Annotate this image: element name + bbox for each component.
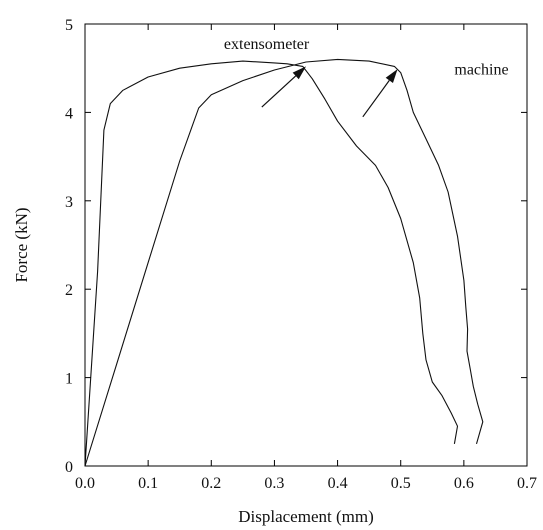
arrows-layer: [261, 66, 398, 118]
curves-layer: [84, 58, 484, 467]
x-tick-label: 0.3: [264, 475, 284, 492]
x-tick-label: 0.1: [138, 475, 158, 492]
y-axis-title: Force (kN): [12, 207, 31, 282]
x-tick-label: 0.0: [75, 475, 95, 492]
arrow-head-icon: [385, 69, 398, 84]
x-tick-label: 0.4: [328, 475, 348, 492]
y-tick-label: 2: [65, 282, 73, 299]
y-tick-label: 4: [65, 105, 73, 122]
ticks-layer: 0.0 0.1 0.2 0.3 0.4 0.5 0.6 0.7 0 1 2 3 4 5: [65, 17, 537, 492]
y-tick-label: 0: [65, 459, 73, 476]
x-tick-label: 0.5: [391, 475, 411, 492]
pointer-arrow: [261, 75, 297, 108]
series-line-extensometer: [84, 60, 459, 467]
annotation-extensometer: extensometer: [224, 36, 310, 53]
annotation-machine: machine: [454, 61, 508, 78]
y-tick-label: 1: [65, 371, 73, 388]
arrow-head-icon: [292, 66, 306, 80]
x-tick-label: 0.6: [454, 475, 474, 492]
y-tick-label: 5: [65, 17, 73, 34]
x-axis-title: Displacement (mm): [238, 507, 374, 526]
x-tick-label: 0.7: [517, 475, 537, 492]
x-tick-label: 0.2: [201, 475, 221, 492]
y-tick-label: 3: [65, 194, 73, 211]
annotations-layer: extensometer machine: [224, 36, 509, 79]
plot-frame: [84, 23, 528, 467]
pointer-arrow: [362, 80, 390, 118]
series-line-machine: [84, 58, 484, 467]
